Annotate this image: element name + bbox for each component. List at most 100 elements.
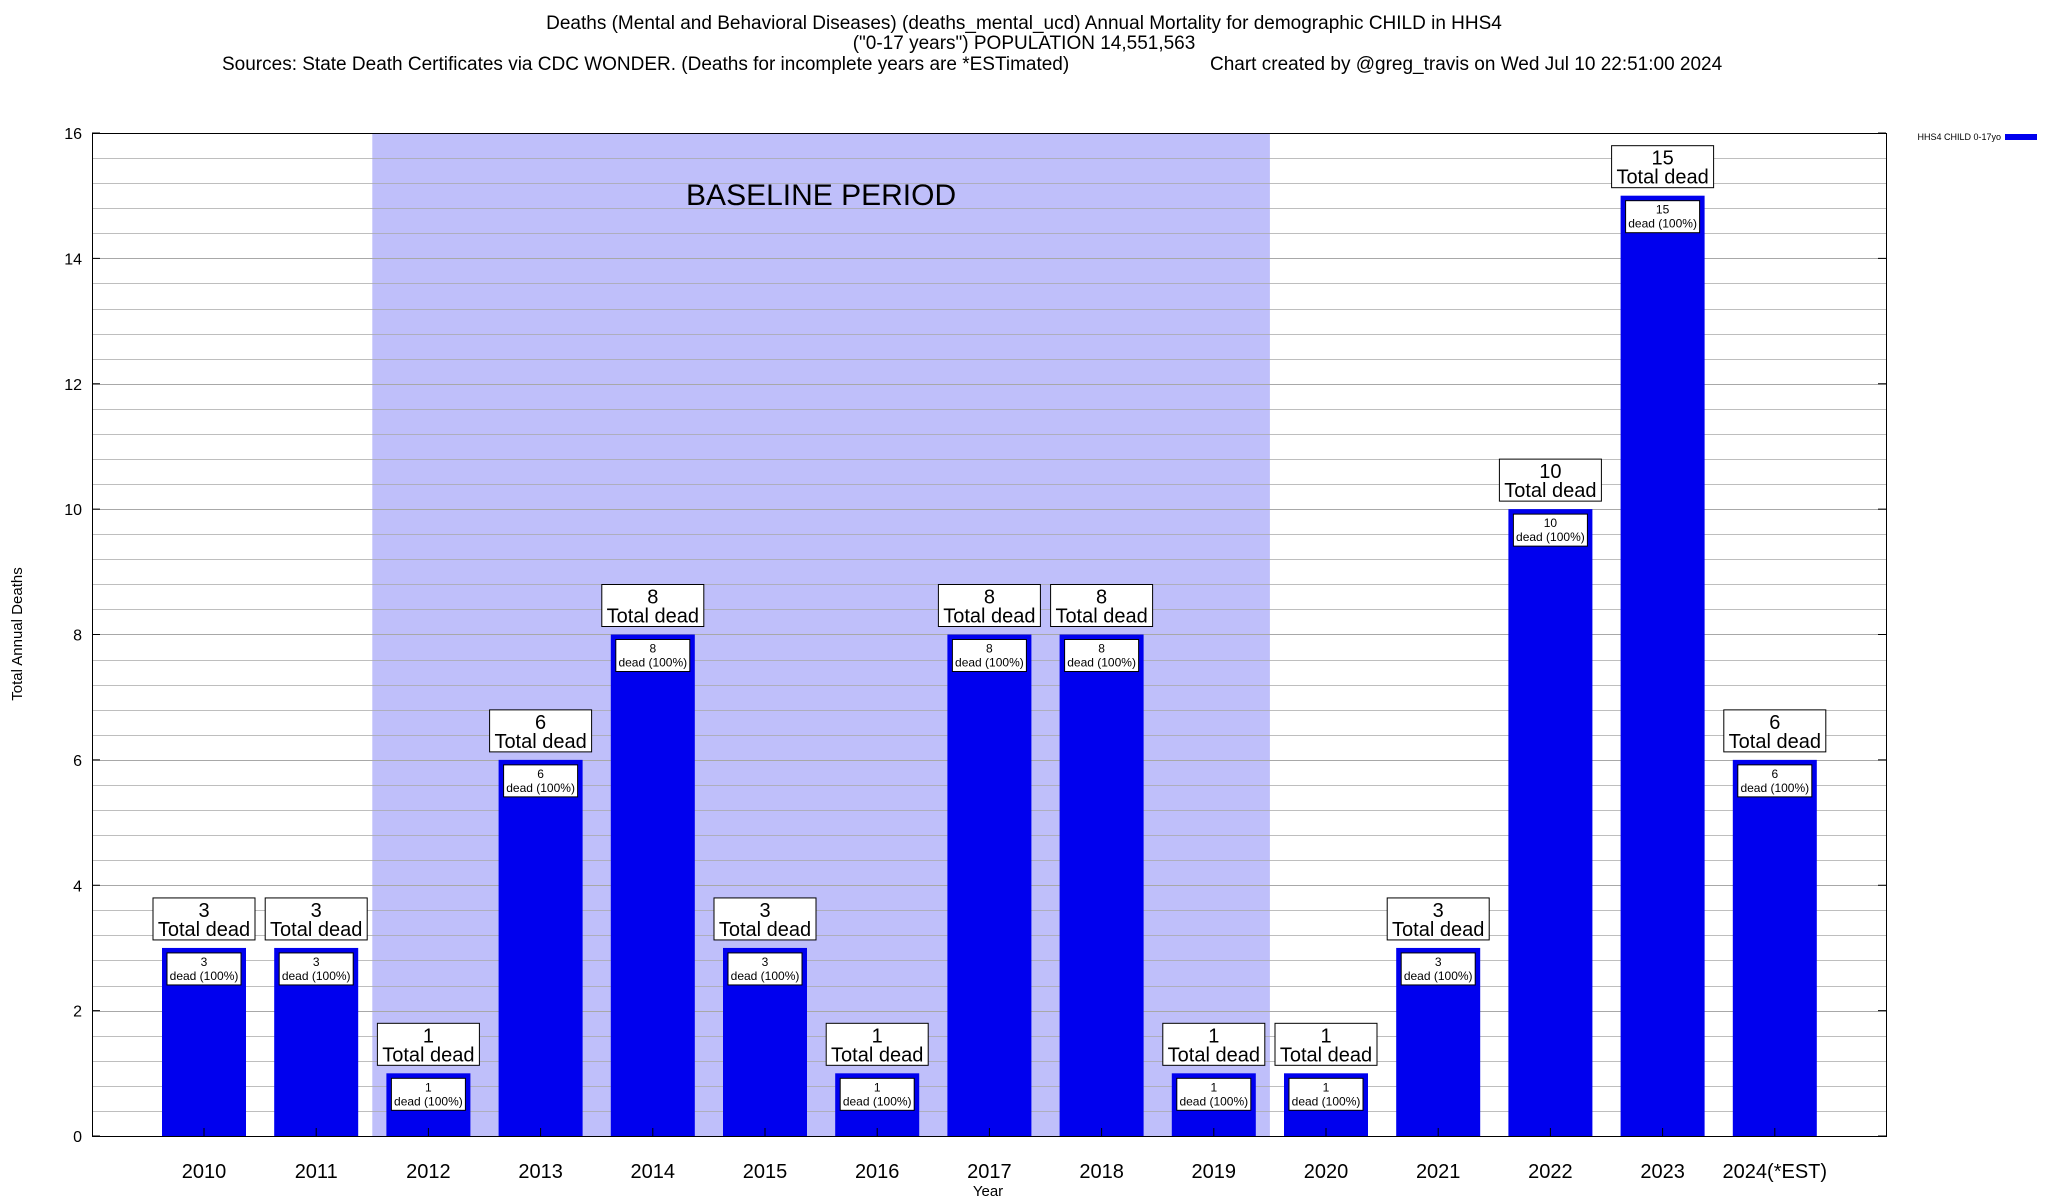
x-tick-label: 2015 <box>743 1161 788 1183</box>
bar-total-text: Total dead <box>1616 167 1708 189</box>
bar-inner-label-box <box>390 1077 466 1111</box>
bar-inner-value: 1 <box>1210 1080 1217 1094</box>
x-tick-label: 2019 <box>1192 1161 1237 1183</box>
bar-inner-label-box <box>1288 1077 1364 1111</box>
bar-inner-value: 1 <box>1323 1080 1330 1094</box>
bar-total-value: 1 <box>1208 1025 1219 1047</box>
bar-total-label-box <box>1498 458 1602 502</box>
y-tick-label: 12 <box>64 377 82 394</box>
bar-inner-label-box <box>615 639 691 672</box>
bar-total-text: Total dead <box>719 919 811 941</box>
bar-total-label-box <box>713 897 817 941</box>
bar-total-value: 1 <box>1320 1025 1331 1047</box>
bar-2017 <box>947 634 1032 1136</box>
x-tick-label: 2016 <box>855 1161 900 1183</box>
bar-inner-label-box <box>1625 200 1701 234</box>
chart-title: Deaths (Mental and Behavioral Diseases) … <box>546 13 1502 34</box>
y-tick-label: 4 <box>73 878 82 895</box>
x-tick-label: 2020 <box>1304 1161 1349 1183</box>
x-tick-label: 2011 <box>295 1161 338 1183</box>
bar-total-text: Total dead <box>494 731 586 753</box>
bar-total-label-box <box>1050 584 1154 627</box>
bar-inner-value: 15 <box>1656 203 1670 217</box>
bar-inner-text: dead (100%) <box>955 656 1024 670</box>
bar-total-label-box <box>1274 1022 1378 1066</box>
bar-inner-text: dead (100%) <box>1628 217 1697 231</box>
bar-total-value: 3 <box>198 900 209 922</box>
bar-inner-value: 3 <box>201 955 208 969</box>
bar-total-text: Total dead <box>1168 1044 1260 1066</box>
y-tick-label: 6 <box>73 753 82 770</box>
chart-credit: Chart created by @greg_travis on Wed Jul… <box>1210 54 1723 75</box>
x-axis-label: Year <box>973 1183 1003 1200</box>
bar-inner-label-box <box>1176 1077 1252 1111</box>
bar-total-label-box <box>1162 1022 1266 1066</box>
bar-total-text: Total dead <box>382 1044 474 1066</box>
bar-inner-text: dead (100%) <box>1179 1094 1248 1108</box>
bar-inner-label-box <box>1064 639 1140 672</box>
bar-inner-value: 3 <box>313 955 320 969</box>
y-tick-label: 2 <box>73 1004 82 1021</box>
bar-inner-value: 10 <box>1544 516 1558 530</box>
bar-total-value: 10 <box>1539 461 1561 483</box>
y-axis-label: Total Annual Deaths <box>9 567 26 700</box>
bar-2018 <box>1059 634 1144 1136</box>
bar-inner-value: 8 <box>986 642 993 656</box>
bar-2022 <box>1508 509 1593 1136</box>
bar-total-text: Total dead <box>1392 919 1484 941</box>
bar-inner-value: 6 <box>537 767 544 781</box>
bar-inner-value: 3 <box>762 955 769 969</box>
bar-total-label-box <box>264 897 368 941</box>
bar-total-label-box <box>152 897 256 941</box>
bar-total-value: 15 <box>1651 148 1673 170</box>
bar-inner-label-box <box>839 1077 915 1111</box>
chart-subtitle: ("0-17 years") POPULATION 14,551,563 <box>852 33 1196 54</box>
bar-inner-value: 8 <box>1098 642 1105 656</box>
x-tick-label: 2021 <box>1416 1161 1461 1183</box>
bar-total-label-box <box>376 1022 480 1066</box>
y-tick-label: 10 <box>64 502 82 519</box>
bar-total-text: Total dead <box>607 606 699 628</box>
y-tick-label: 0 <box>73 1129 82 1146</box>
x-tick-label: 2022 <box>1528 1161 1573 1183</box>
bar-inner-label-box <box>1512 513 1588 547</box>
y-tick-label: 14 <box>64 251 82 268</box>
y-tick-label: 8 <box>73 628 82 645</box>
bar-inner-label-box <box>1737 764 1813 798</box>
bar-inner-value: 1 <box>874 1080 881 1094</box>
bar-inner-value: 1 <box>425 1080 432 1094</box>
bar-inner-label-box <box>503 764 579 798</box>
bar-inner-label-box <box>1400 952 1476 986</box>
bar-inner-text: dead (100%) <box>170 969 239 983</box>
bar-inner-label-box <box>727 952 803 986</box>
bar-total-label-box <box>489 709 593 753</box>
bar-total-label-box <box>1611 145 1715 189</box>
bar-total-label-box <box>1386 897 1490 941</box>
bar-inner-text: dead (100%) <box>1740 781 1809 795</box>
bar-inner-text: dead (100%) <box>506 781 575 795</box>
bar-inner-value: 8 <box>649 642 656 656</box>
bar-total-text: Total dead <box>1280 1044 1372 1066</box>
bar-total-text: Total dead <box>831 1044 923 1066</box>
bar-total-value: 1 <box>423 1025 434 1047</box>
bar-inner-text: dead (100%) <box>1067 656 1136 670</box>
bar-inner-text: dead (100%) <box>282 969 351 983</box>
bar-inner-text: dead (100%) <box>1516 530 1585 544</box>
bar-2023 <box>1620 195 1705 1136</box>
bar-inner-label-box <box>951 639 1027 672</box>
baseline-label: BASELINE PERIOD <box>686 179 956 212</box>
bar-total-label-box <box>601 584 705 627</box>
bar-total-label-box <box>1723 709 1827 753</box>
bar-inner-text: dead (100%) <box>618 656 687 670</box>
bar-total-value: 3 <box>759 900 770 922</box>
bar-total-value: 8 <box>647 587 658 609</box>
x-tick-label: 2013 <box>518 1161 563 1183</box>
bar-total-value: 6 <box>1769 712 1780 734</box>
bar-inner-text: dead (100%) <box>394 1094 463 1108</box>
bar-total-text: Total dead <box>1729 731 1821 753</box>
bar-total-value: 1 <box>872 1025 883 1047</box>
bar-total-text: Total dead <box>943 606 1035 628</box>
bar-total-value: 3 <box>1433 900 1444 922</box>
bar-inner-text: dead (100%) <box>843 1094 912 1108</box>
